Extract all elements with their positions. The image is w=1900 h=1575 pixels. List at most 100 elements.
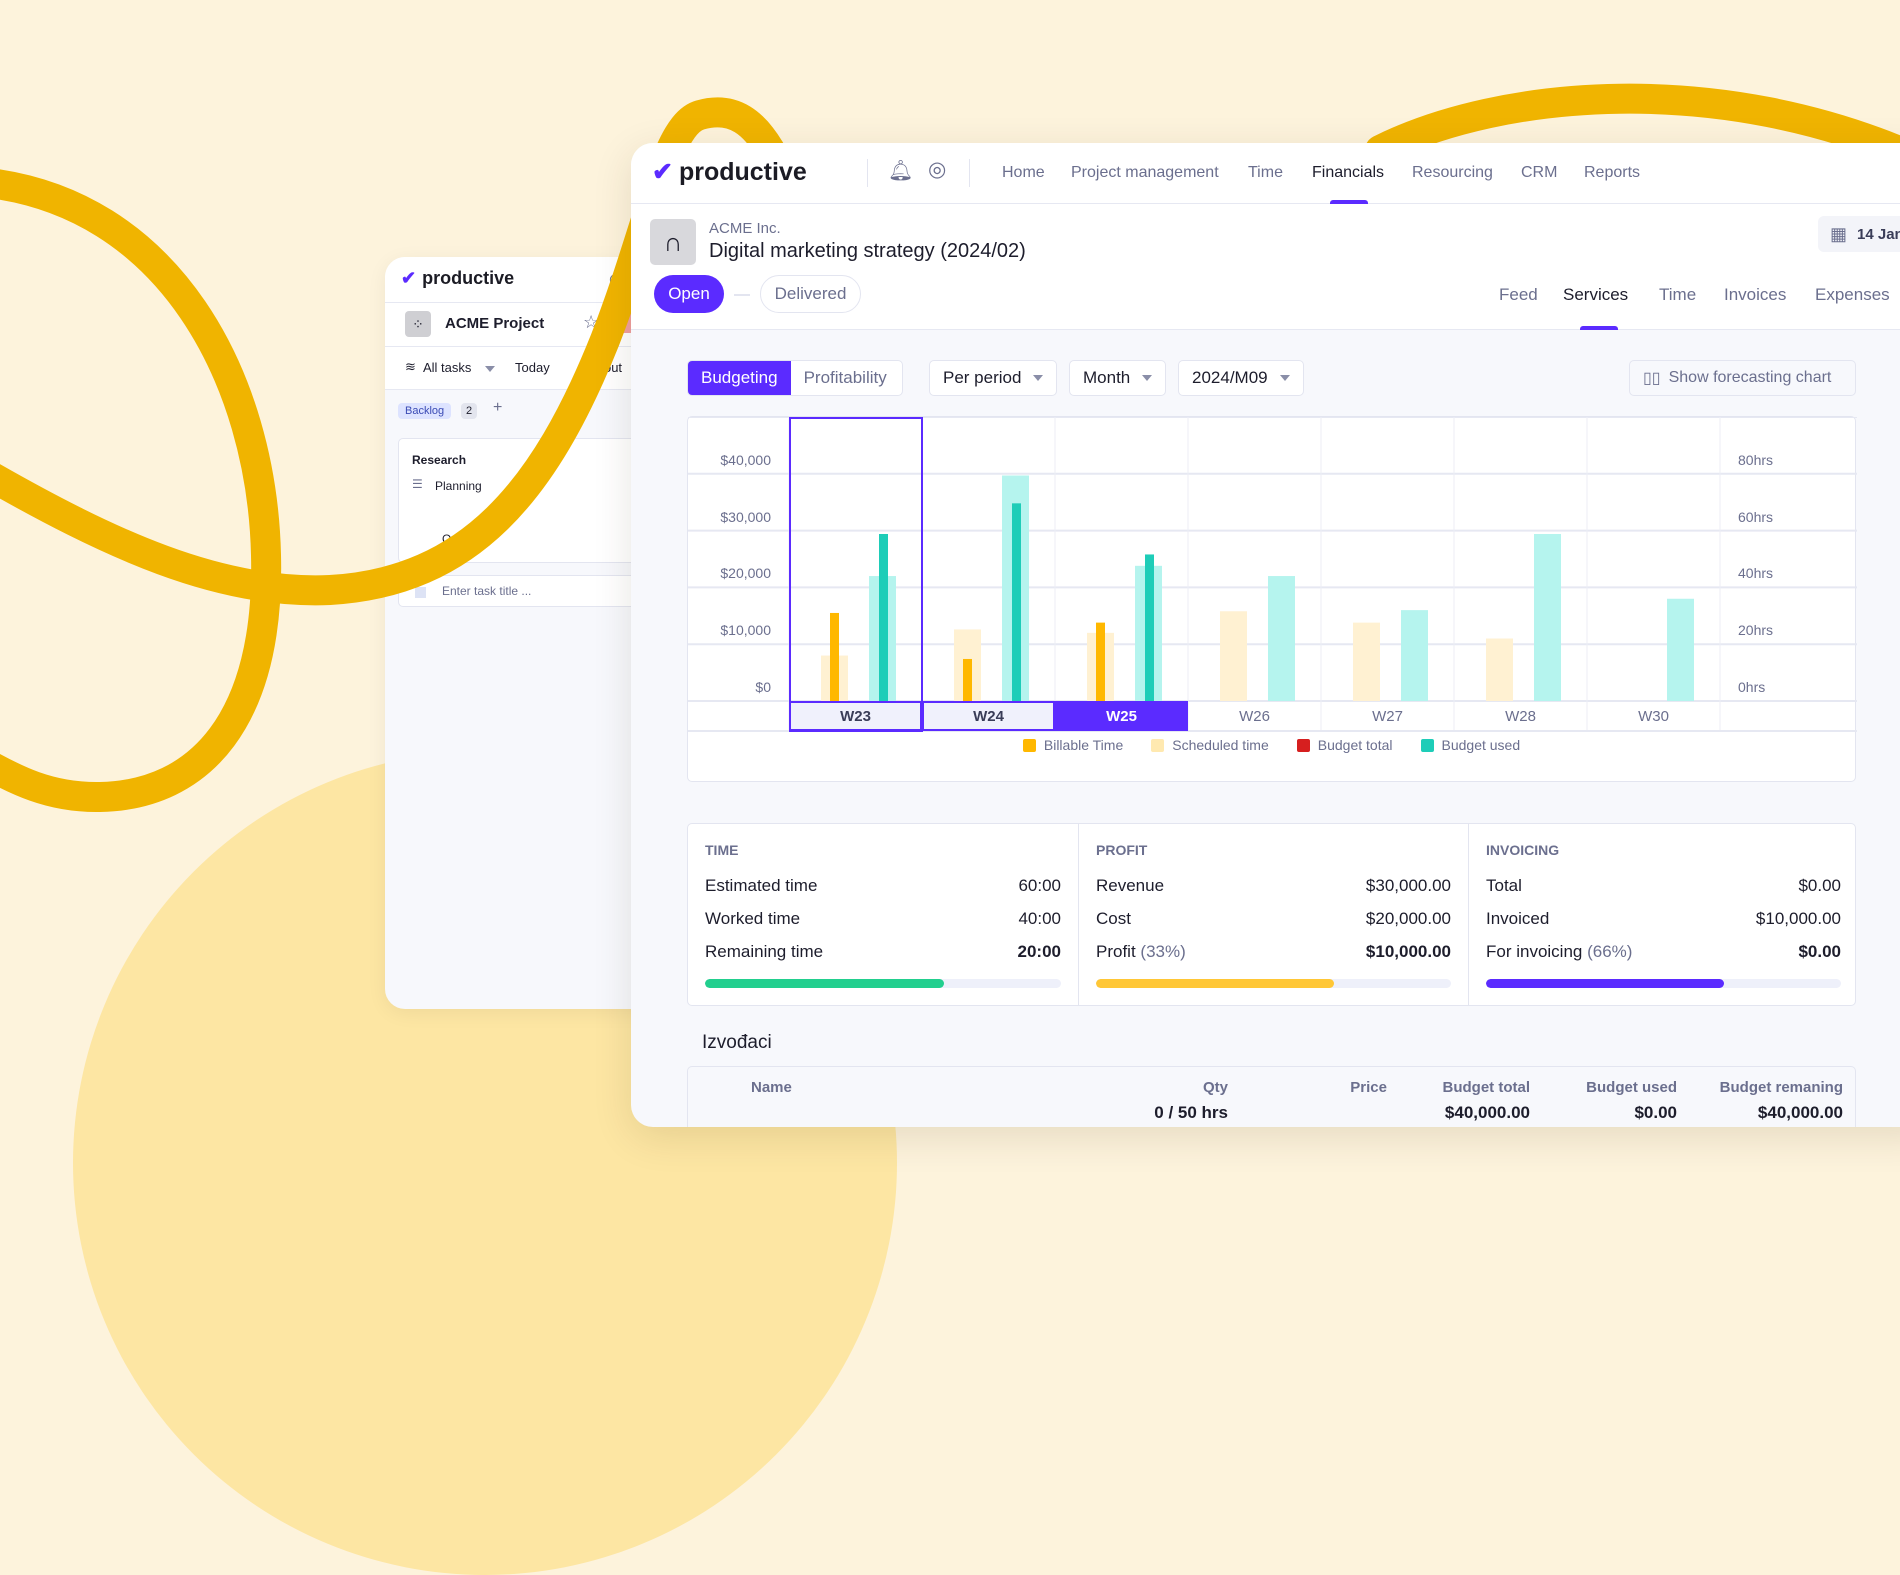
divider (969, 159, 970, 187)
date-value: 14 Jan (1857, 225, 1900, 243)
tab-expenses[interactable]: Expenses (1815, 285, 1890, 304)
x-category-w27[interactable]: W27 (1372, 707, 1403, 725)
bar-billable[interactable] (1096, 622, 1105, 701)
active-tab-indicator (1580, 326, 1618, 330)
calendar-icon: ▦ (1830, 223, 1848, 244)
stat-label: For invoicing (1486, 942, 1583, 961)
nav-financials[interactable]: Financials (1312, 164, 1385, 181)
stat-row: Revenue $30,000.00 (1096, 876, 1451, 896)
stat-value: $20,000.00 (1365, 909, 1451, 928)
bar-chart-icon: ▯▯ (1643, 370, 1661, 387)
bar-budget-used-light[interactable] (1401, 610, 1428, 701)
x-category-w28[interactable]: W28 (1505, 707, 1536, 725)
x-category-w23[interactable]: W23 (789, 701, 922, 731)
budgeting-toggle[interactable]: Budgeting (688, 361, 791, 395)
logo[interactable]: ✔ productive (652, 157, 807, 187)
add-icon[interactable]: + (493, 399, 503, 416)
caret-down-icon (1033, 375, 1044, 381)
tab-services[interactable]: Services (1563, 285, 1629, 304)
stat-label: Invoiced (1486, 909, 1550, 928)
nav-reports[interactable]: Reports (1584, 164, 1641, 181)
services-table: Name Qty Price Budget total Budget used … (687, 1066, 1856, 1127)
x-category-w24[interactable]: W24 (922, 701, 1055, 731)
bar-budget-used-light[interactable] (1268, 576, 1295, 701)
stat-label: Profit (1096, 942, 1136, 961)
client-name[interactable]: ACME Inc. (709, 220, 781, 237)
legend-billable[interactable]: Billable Time (1022, 737, 1123, 753)
stat-label: Remaining time (705, 942, 824, 961)
bar-scheduled[interactable] (1353, 622, 1380, 701)
bar-budget-used[interactable] (879, 534, 888, 701)
legend-budget-used[interactable]: Budget used (1420, 737, 1520, 753)
show-forecasting-chart-button[interactable]: ▯▯ Show forecasting chart (1629, 360, 1856, 396)
project-header: ∩ ACME Inc. Digital marketing strategy (… (631, 204, 1900, 330)
column-header-qty[interactable]: Qty (1202, 1079, 1228, 1096)
y-left-tick: $40,000 (720, 451, 771, 468)
stat-title: INVOICING (1486, 842, 1560, 858)
bar-billable[interactable] (963, 658, 972, 701)
all-tasks-filter[interactable]: All tasks (423, 360, 472, 375)
budget-chart: $0 0hrs $10,000 20hrs $20,000 40hrs $30,000 60h… (687, 416, 1857, 782)
chevron-down-icon (485, 366, 495, 372)
column-header-price[interactable]: Price (1350, 1079, 1387, 1096)
client-logo: ∩ (650, 219, 696, 265)
stat-value: 40:00 (1018, 909, 1061, 928)
nav-crm[interactable]: CRM (1521, 164, 1558, 181)
task-title: Research (412, 453, 467, 467)
bar-budget-used[interactable] (1145, 554, 1154, 701)
bell-icon[interactable]: 🔔︎ (888, 160, 914, 182)
column-header-budget-used[interactable]: Budget used (1586, 1079, 1677, 1096)
date-chip[interactable]: ▦ 14 Jan (1818, 216, 1900, 252)
column-header-budget-remaining[interactable]: Budget remaning (1719, 1079, 1843, 1096)
divider (867, 159, 868, 187)
month-dropdown[interactable]: 2024/M09 (1178, 360, 1304, 396)
financials-window: ✔ productive 🔔︎ ◎ Home Project management… (631, 143, 1900, 1127)
status-open-button[interactable]: Open (654, 275, 724, 313)
granularity-dropdown[interactable]: Month (1069, 360, 1167, 396)
layout-button[interactable]: Layout (583, 360, 623, 375)
logo-mark-icon: ✔ (401, 268, 417, 288)
today-button[interactable]: Today (515, 360, 550, 375)
bar-scheduled[interactable] (1220, 611, 1247, 701)
period-dropdown[interactable]: Per period (929, 360, 1058, 396)
progress-fill (1486, 979, 1724, 988)
bar-budget-used-light[interactable] (1667, 598, 1694, 701)
star-icon[interactable]: ☆ (583, 312, 600, 332)
nav-time[interactable]: Time (1248, 164, 1283, 181)
selected-column-outline (789, 417, 923, 732)
tab-invoices[interactable]: Invoices (1724, 285, 1787, 304)
stat-row: Profit (33%) $10,000.00 (1096, 942, 1451, 962)
bar-budget-used-light[interactable] (1534, 534, 1561, 701)
backlog-label[interactable]: Backlog (398, 403, 452, 419)
nav-home[interactable]: Home (1002, 164, 1045, 181)
nav-project-management[interactable]: Project management (1071, 164, 1219, 181)
tab-feed[interactable]: Feed (1499, 285, 1538, 304)
stat-row: Worked time 40:00 (705, 909, 1061, 929)
check-circle-icon[interactable]: ◎ (609, 271, 623, 288)
stat-label: Total (1486, 876, 1522, 895)
x-category-w30[interactable]: W30 (1638, 707, 1669, 725)
nav-resourcing[interactable]: Resourcing (1412, 164, 1493, 181)
summary-stats: TIME Estimated time 60:00 Worked time 40:00 R… (687, 823, 1856, 1006)
stat-percent: (33%) (1140, 942, 1186, 961)
legend-budget-total[interactable]: Budget total (1296, 737, 1393, 753)
check-circle-icon[interactable]: ◎ (928, 158, 947, 181)
bar-budget-used[interactable] (1012, 503, 1021, 701)
stat-value: $30,000.00 (1365, 876, 1451, 895)
profitability-toggle[interactable]: Profitability (803, 368, 887, 387)
progress-fill (705, 979, 944, 988)
row-qty: 0 / 50 hrs (1154, 1103, 1228, 1122)
top-navigation: ✔ productive 🔔︎ ◎ Home Project management… (631, 143, 1900, 204)
status-delivered-button[interactable]: Delivered (760, 275, 861, 313)
bar-scheduled[interactable] (1486, 638, 1513, 701)
tab-time[interactable]: Time (1659, 285, 1697, 304)
x-category-w25[interactable]: W25 (1055, 701, 1188, 731)
caret-down-icon (1279, 375, 1290, 381)
bar-billable[interactable] (830, 612, 839, 701)
column-header-name[interactable]: Name (751, 1079, 792, 1096)
x-category-w26[interactable]: W26 (1239, 707, 1270, 725)
stat-title: PROFIT (1096, 842, 1148, 858)
column-header-budget-total[interactable]: Budget total (1442, 1079, 1531, 1096)
legend-scheduled[interactable]: Scheduled time (1151, 737, 1269, 753)
stat-value: $0.00 (1798, 876, 1841, 895)
